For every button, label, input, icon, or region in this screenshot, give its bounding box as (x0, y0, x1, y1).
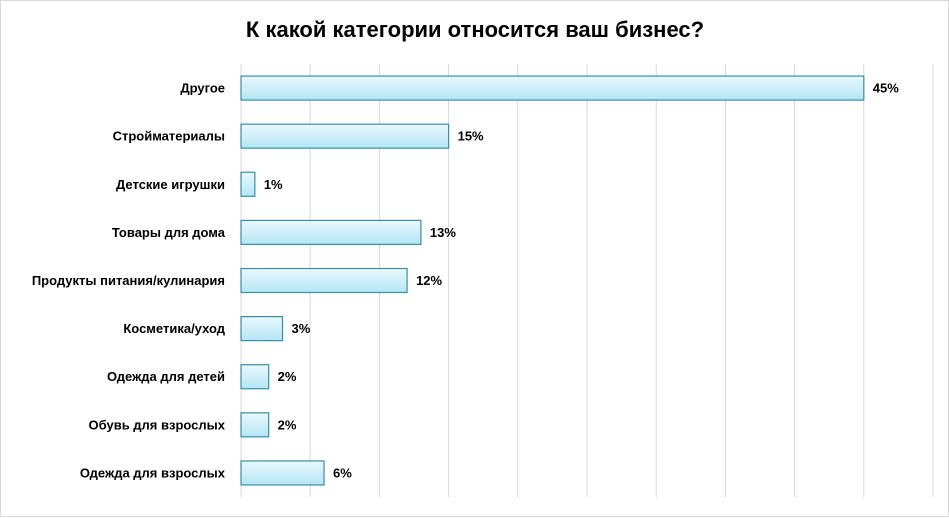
value-label: 1% (264, 177, 283, 192)
category-label: Стройматериалы (113, 129, 225, 144)
bar (240, 171, 256, 197)
bar (240, 75, 865, 101)
category-label: Товары для дома (112, 225, 226, 240)
bar (240, 460, 325, 486)
category-label: Одежда для взрослых (80, 465, 226, 480)
bar (240, 123, 450, 149)
value-label: 45% (873, 81, 899, 96)
value-label: 15% (458, 129, 484, 144)
value-label: 3% (292, 321, 311, 336)
value-label: 13% (430, 225, 456, 240)
labels: Другое 45% Стройматериалы 15% Детские игрушк… (32, 81, 899, 481)
value-label: 6% (333, 465, 352, 480)
category-label: Косметика/уход (123, 321, 225, 336)
category-label: Другое (180, 81, 225, 96)
value-label: 2% (278, 369, 297, 384)
bar (240, 364, 270, 390)
category-label: Одежда для детей (107, 369, 225, 384)
bar (240, 412, 270, 438)
value-label: 12% (416, 273, 442, 288)
chart-title: К какой категории относится ваш бизнес? (246, 17, 704, 42)
bar (240, 219, 422, 245)
category-label: Продукты питания/кулинария (32, 273, 225, 288)
bar (240, 316, 284, 342)
category-label: Обувь для взрослых (89, 417, 226, 432)
bar (240, 267, 408, 294)
category-label: Детские игрушки (116, 177, 225, 192)
bars (240, 75, 865, 486)
value-label: 2% (278, 417, 297, 432)
